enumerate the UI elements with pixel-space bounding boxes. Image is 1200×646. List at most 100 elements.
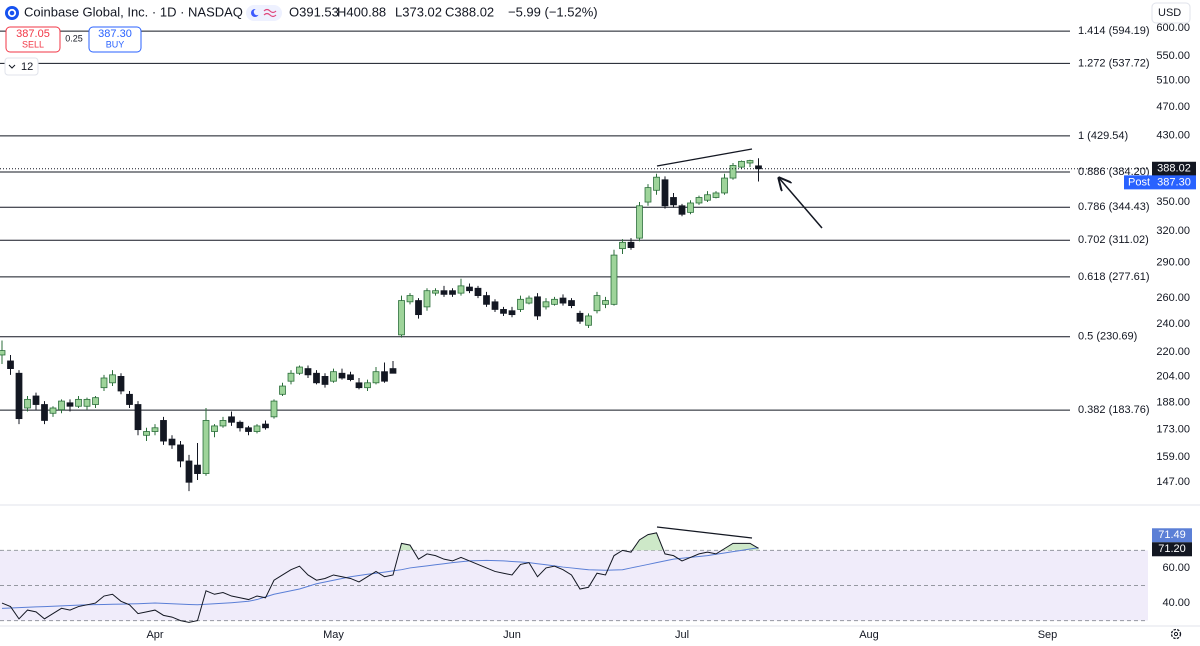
ohlc-close: C388.02 [445,4,494,19]
candle-body [423,290,431,308]
sell-label: SELL [22,39,44,49]
candle-body [92,397,99,405]
chevron [8,64,16,69]
candle-body [194,464,201,474]
candle-body [593,295,601,312]
candle-body [440,290,448,295]
last-price-tag [1152,161,1196,176]
last-price-label: 388.02 [1157,163,1191,175]
sell-button[interactable] [5,26,61,53]
y-tick-label: 173.00 [1156,424,1190,436]
candle-body [653,176,660,191]
candle-body [211,425,218,432]
candle-body [364,382,371,389]
candle-body [627,241,635,248]
settings-icon[interactable] [1170,628,1182,640]
candle-body [7,360,14,369]
candle-body [109,374,116,384]
candle-body [75,398,82,407]
currency-button[interactable] [1151,2,1191,24]
candle-body [432,290,439,294]
symbol-title[interactable]: Coinbase Global, Inc. · 1D · NASDAQ [24,4,243,19]
candle-body [58,400,65,411]
candle-body [525,297,533,304]
trend-line[interactable] [656,148,753,167]
settings-icon-core [1173,631,1179,637]
candle-body [500,309,507,314]
x-tick-label: Sep [1038,629,1058,641]
candle-body [41,404,48,421]
candle-body [415,300,422,316]
status-icon [253,8,261,16]
candle-body [355,382,363,389]
x-tick-label: May [323,629,344,641]
candle-body [100,377,108,389]
candle-body [143,431,150,436]
candle-body [619,241,626,250]
rsi-value: 71.20 [1158,543,1186,555]
candle-body [219,420,227,427]
buy-price: 387.30 [98,28,132,40]
candle-body [83,398,91,407]
candle-body [491,301,499,310]
post-tag [1124,175,1196,190]
candle-body [678,205,686,215]
candle-body [721,177,728,194]
candle-body [236,421,244,429]
candle-body [185,460,193,483]
candle-body [670,197,677,206]
fib-label: 0.886 (384.20) [1078,166,1150,178]
candle-body [168,438,176,446]
candle-body [474,287,482,296]
fib-label: 0.786 (344.43) [1078,201,1150,213]
y-tick-label: 220.00 [1156,346,1190,358]
logo-mark [7,8,17,18]
candle-body [712,192,720,198]
candle-body [66,402,74,407]
y-tick-label: 470.00 [1156,101,1190,113]
rsi-tick-label: 40.00 [1162,597,1190,609]
candle-body [151,427,159,432]
candle-body [0,350,6,356]
y-tick-label: 188.00 [1156,397,1190,409]
candle-body [270,400,278,418]
candle-body [398,300,405,336]
rsi-line [1,532,759,623]
candle-body [687,202,694,213]
candle-body [602,300,609,305]
fib-label: 0.618 (277.61) [1078,271,1150,283]
buy-label: BUY [106,39,125,49]
y-tick-label: 430.00 [1156,129,1190,141]
candle-body [32,395,40,405]
candle-body [313,372,320,384]
candle-body [262,423,269,429]
candle-body [177,444,184,462]
fib-label: 0.5 (230.69) [1078,331,1137,343]
y-tick-label: 510.00 [1156,74,1190,86]
y-tick-label: 159.00 [1156,451,1190,463]
candle-body [15,372,23,420]
rsi-tick-label: 60.00 [1162,562,1190,574]
collapse-count: 12 [21,61,33,73]
rsi-ma-tag [1152,528,1192,543]
sell-price: 387.05 [16,28,50,40]
candle-body [160,420,167,442]
candle-body [321,376,329,385]
x-tick-label: Jul [675,629,689,641]
fib-label: 0.702 (311.02) [1078,234,1149,246]
candle-body [117,376,125,392]
collapse-button[interactable] [4,57,39,76]
rsi-trend-line[interactable] [656,526,753,539]
candle-body [126,393,133,405]
candle-body [704,194,711,201]
arrow[interactable] [779,178,823,229]
y-tick-label: 240.00 [1156,318,1190,330]
candle-body [483,295,490,305]
rsi-tag [1152,542,1192,557]
x-tick-label: Aug [859,629,879,641]
ohlc-low: L373.02 [395,4,442,19]
ohlc-high: H400.88 [337,4,386,19]
buy-button[interactable] [88,26,142,53]
candle-body [253,425,261,432]
candle-body [24,398,31,409]
